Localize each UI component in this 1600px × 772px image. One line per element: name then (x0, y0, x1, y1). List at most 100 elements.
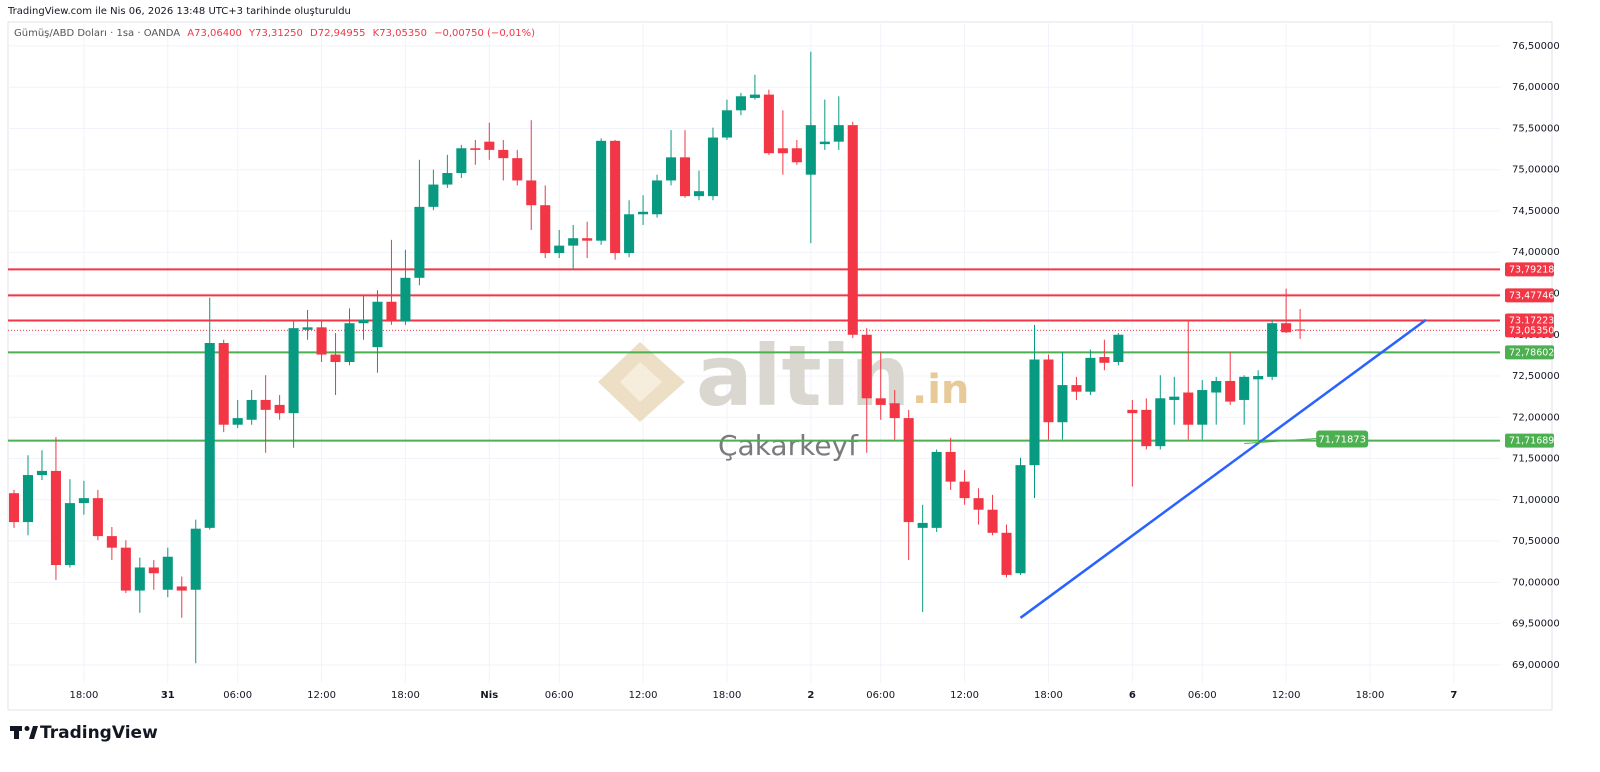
candle-body (1071, 385, 1082, 392)
candle-body (1169, 396, 1180, 400)
candle-body (875, 398, 886, 405)
y-tick-label: 75,00000 (1512, 165, 1560, 176)
y-tick-label: 69,50000 (1512, 619, 1560, 630)
ohlc-close: K73,05350 (372, 28, 427, 39)
candle-body (232, 418, 243, 425)
x-tick-label: 06:00 (1188, 690, 1217, 701)
price-tag (1505, 288, 1554, 303)
footer-logo: TradingView (10, 723, 158, 743)
chart-frame (7, 21, 1553, 711)
symbol-header: Gümüş/ABD Doları · 1sa · OANDA A73,06400… (14, 28, 535, 39)
candle-body (50, 470, 61, 565)
ohlc-change: −0,00750 (−0,01%) (434, 28, 535, 39)
candle-body (302, 327, 313, 330)
candle-body (1281, 323, 1292, 333)
ohlc-open: A73,06400 (187, 28, 242, 39)
price-tag-label: 73,47746 (1509, 290, 1554, 301)
watermark-author: Çakarkeyf (718, 429, 859, 462)
candle-body (959, 481, 970, 499)
candle-body (498, 149, 509, 159)
candle-body (610, 140, 621, 254)
candle-body (1085, 357, 1096, 392)
x-tick-label: 7 (1450, 690, 1457, 701)
candle-body (917, 522, 928, 528)
candle-body (78, 498, 89, 504)
candle-body (260, 399, 271, 410)
candle-body (316, 327, 327, 355)
candle-body (372, 301, 383, 348)
candle-body (693, 191, 705, 197)
candle-body (582, 238, 593, 241)
candle-body (190, 528, 201, 590)
candle-body (554, 245, 565, 254)
created-note: TradingView.com ile Nis 06, 2026 13:48 U… (8, 6, 351, 17)
candle-body (1141, 409, 1152, 447)
candle-body (1155, 398, 1166, 447)
candle-body (777, 148, 788, 154)
candle-body (987, 509, 998, 533)
price-tag-label: 71,71689 (1509, 436, 1554, 447)
price-tag-label: 73,05350 (1509, 325, 1554, 336)
y-tick-label: 69,00000 (1512, 660, 1560, 671)
x-tick-label: 12:00 (307, 690, 336, 701)
candle-body (470, 148, 481, 150)
x-tick-label: 31 (161, 690, 175, 701)
candle-body (1197, 390, 1208, 425)
candle-body (1099, 357, 1110, 363)
y-tick-label: 72,50000 (1512, 371, 1560, 382)
watermark-suffix: .in (912, 367, 969, 413)
x-tick-label: 12:00 (1272, 690, 1301, 701)
candle-body (540, 205, 551, 254)
y-tick-label: 74,50000 (1512, 206, 1560, 217)
candle-body (721, 110, 732, 138)
candle-body (1183, 392, 1194, 425)
price-tag (1505, 433, 1554, 448)
x-tick-label: 18:00 (713, 690, 742, 701)
symbol: Gümüş/ABD Doları · 1sa · OANDA (14, 28, 181, 39)
candle-body (1127, 409, 1138, 414)
x-tick-label: 12:00 (629, 690, 658, 701)
candle-body (456, 148, 467, 174)
candle-body (36, 470, 48, 476)
y-tick-label: 71,00000 (1512, 495, 1560, 506)
ohlc-low: D72,94955 (310, 28, 366, 39)
price-tag-label: 72,78602 (1509, 347, 1554, 358)
candle-body (442, 173, 453, 185)
candle-body (1267, 323, 1278, 377)
watermark-brand: altin (696, 327, 910, 425)
footer-brand: TradingView (40, 723, 158, 743)
x-tick-label: 18:00 (1034, 690, 1063, 701)
candle-body (805, 125, 816, 175)
candle-body (763, 94, 774, 154)
candle-body (162, 556, 173, 590)
candle-body (791, 148, 802, 163)
logo-icon (29, 726, 38, 739)
candle-body (945, 451, 956, 482)
x-tick-label: 06:00 (545, 690, 574, 701)
candle-body (889, 403, 900, 419)
candle-body (652, 180, 663, 215)
candle-body (1113, 334, 1124, 362)
candle-body (218, 343, 229, 425)
watermark-logo (620, 362, 662, 402)
candle-body (92, 498, 103, 537)
candle-body (134, 567, 145, 591)
price-tag (1505, 323, 1554, 338)
price-tag (1505, 345, 1554, 360)
ohlc-high: Y73,31250 (249, 28, 303, 39)
x-tick-label: 2 (807, 690, 814, 701)
x-tick-label: 06:00 (223, 690, 252, 701)
candle-body (973, 498, 984, 510)
candle-body (568, 238, 579, 246)
candle-body (847, 125, 858, 335)
annotation-label: 71,71873 (1318, 434, 1366, 445)
candle-body (148, 567, 159, 574)
y-tick-label: 70,50000 (1512, 536, 1560, 547)
candle-body (1043, 359, 1054, 423)
candle-body (931, 451, 942, 528)
candle-body (484, 141, 495, 150)
candle-body (414, 206, 425, 278)
candle-body (1015, 465, 1026, 574)
candle-body (735, 96, 746, 111)
